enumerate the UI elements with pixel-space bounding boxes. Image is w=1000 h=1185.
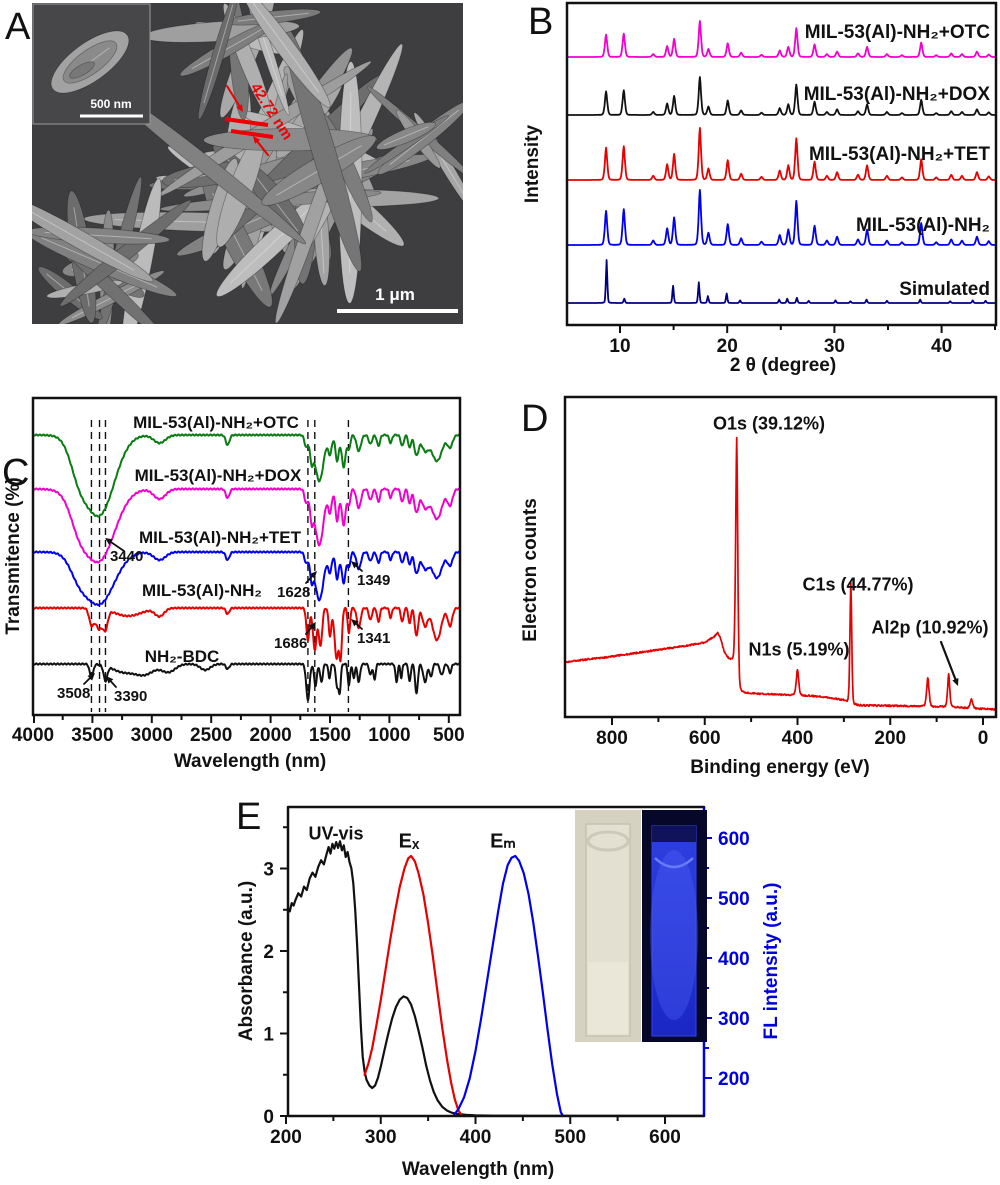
- ftir-series-label-dox: MIL-53(Al)-NH₂+DOX: [134, 466, 302, 485]
- ftir-annotation-1349: 1349: [357, 572, 391, 589]
- ftir-plot: [31, 396, 462, 723]
- ftir-curve-2: [34, 550, 459, 607]
- svg-text:400: 400: [718, 949, 750, 970]
- svg-text:3: 3: [263, 860, 274, 881]
- ftir-curve-0: [34, 433, 459, 518]
- xrd-curve-1: [568, 76, 995, 116]
- sem-scalebar-label: 1 μm: [375, 285, 415, 304]
- panel-c-letter: C: [2, 452, 30, 494]
- svg-text:10: 10: [609, 336, 630, 357]
- sem-inset-image: [32, 3, 151, 125]
- svg-text:3000: 3000: [131, 725, 173, 746]
- ftir-annotation-3508: 3508: [57, 685, 91, 702]
- svg-text:500: 500: [554, 1127, 586, 1148]
- ftir-annotation-1628: 1628: [277, 584, 311, 601]
- xrd-series-label-tet: MIL-53(Al)-NH₂+TET: [808, 144, 990, 165]
- ftir-curve-1: [34, 487, 459, 564]
- svg-text:3500: 3500: [71, 725, 113, 746]
- ftir-xaxis-title: Wavelength (nm): [173, 751, 327, 772]
- panel-b-letter: B: [528, 1, 554, 43]
- ftir-yaxis-title: Transmitence (%): [3, 477, 24, 635]
- svg-text:1000: 1000: [368, 725, 410, 746]
- xrd-plot: [565, 1, 998, 333]
- svg-text:0: 0: [263, 1107, 274, 1128]
- svg-text:400: 400: [460, 1127, 492, 1148]
- xps-plot: [563, 395, 998, 725]
- ftir-annotation-3440: 3440: [110, 548, 144, 565]
- sem-inset-scalebar-label: 500 nm: [90, 97, 132, 111]
- xps-frame: [563, 395, 998, 719]
- xps-xaxis-title: Binding energy (eV): [690, 757, 870, 778]
- absorbance-yaxis-title: Absorbance (a.u.): [236, 880, 257, 1042]
- ftir-curve-3: [34, 606, 459, 663]
- fl-frame: [286, 805, 706, 1118]
- svg-text:600: 600: [718, 829, 750, 850]
- svg-text:30: 30: [824, 336, 845, 357]
- xps-peak-label-o1s: O1s (39.12%): [712, 413, 826, 434]
- panel-d-letter: D: [521, 398, 549, 440]
- ftir-series-label-mof: MIL-53(Al)-NH₂: [142, 581, 262, 600]
- ftir-frame: [31, 396, 462, 717]
- svg-text:40: 40: [931, 336, 952, 357]
- svg-text:300: 300: [365, 1127, 397, 1148]
- svg-text:0: 0: [978, 728, 989, 749]
- svg-text:1: 1: [263, 1025, 274, 1046]
- xps-yaxis-title: Electron counts: [520, 498, 541, 642]
- svg-text:400: 400: [782, 728, 814, 749]
- xrd-curve-4: [568, 259, 995, 304]
- emission-curve-label: Eₘ: [490, 830, 516, 853]
- xrd-series-label-mof: MIL-53(Al)-NH₂: [855, 215, 990, 236]
- xrd-xaxis-title: 2 θ (degree): [729, 355, 837, 376]
- xps-peak-label-n1s: N1s (5.19%): [748, 639, 850, 660]
- ftir-annotation-1341: 1341: [357, 630, 391, 647]
- xrd-series-label-simulated: Simulated: [899, 279, 990, 300]
- fl-yaxis-title: FL intensity (a.u.): [761, 882, 782, 1040]
- ftir-curve-4: [34, 662, 459, 702]
- cuvette-photo-daylight: [575, 810, 641, 1042]
- svg-text:2500: 2500: [190, 725, 232, 746]
- svg-text:4000: 4000: [12, 725, 54, 746]
- panel-e-letter: E: [236, 796, 262, 838]
- ftir-annotation-3390: 3390: [114, 688, 148, 705]
- xrd-series-label-otc: MIL-53(Al)-NH₂+OTC: [804, 22, 990, 43]
- xrd-curve-0: [568, 20, 995, 58]
- ftir-series-label-otc: MIL-53(Al)-NH₂+OTC: [133, 413, 299, 432]
- svg-text:200: 200: [874, 728, 906, 749]
- xps-peak-label-c1s: C1s (44.77%): [802, 574, 914, 595]
- xps-peak-label-al2p: Al2p (10.92%): [871, 617, 989, 638]
- fl-curve-0: [289, 840, 704, 1115]
- svg-text:800: 800: [596, 728, 628, 749]
- fl-plot: [280, 805, 712, 1124]
- svg-text:2000: 2000: [249, 725, 291, 746]
- svg-text:20: 20: [717, 336, 738, 357]
- svg-text:200: 200: [270, 1127, 302, 1148]
- xrd-series-label-dox: MIL-53(Al)-NH₂+DOX: [803, 84, 990, 105]
- fl-curve-2: [452, 854, 564, 1115]
- svg-text:500: 500: [433, 725, 465, 746]
- ftir-series-label-bdc: NH₂-BDC: [144, 647, 220, 666]
- svg-text:2: 2: [263, 942, 274, 963]
- cuvette-photo-uv: [642, 810, 707, 1042]
- sem-measurement-marks: [224, 85, 274, 156]
- svg-text:1500: 1500: [309, 725, 351, 746]
- sem-image: [32, 3, 463, 324]
- svg-text:600: 600: [689, 728, 721, 749]
- ftir-annotation-1686: 1686: [274, 635, 308, 652]
- fl-xaxis-title: Wavelength (nm): [401, 1159, 555, 1180]
- xps-curve: [566, 436, 995, 712]
- svg-text:300: 300: [718, 1009, 750, 1030]
- fl-curve-1: [363, 854, 463, 1115]
- xrd-yaxis-title: Intensity: [522, 124, 543, 204]
- svg-text:200: 200: [718, 1069, 750, 1090]
- svg-text:600: 600: [649, 1127, 681, 1148]
- uvvis-curve-label: UV-vis: [308, 823, 364, 844]
- excitation-curve-label: Eₓ: [398, 830, 420, 853]
- svg-text:500: 500: [718, 889, 750, 910]
- panel-a-letter: A: [5, 6, 31, 48]
- xrd-curve-3: [568, 189, 995, 246]
- ftir-series-label-tet: MIL-53(Al)-NH₂+TET: [139, 528, 301, 547]
- xrd-curve-2: [568, 127, 995, 181]
